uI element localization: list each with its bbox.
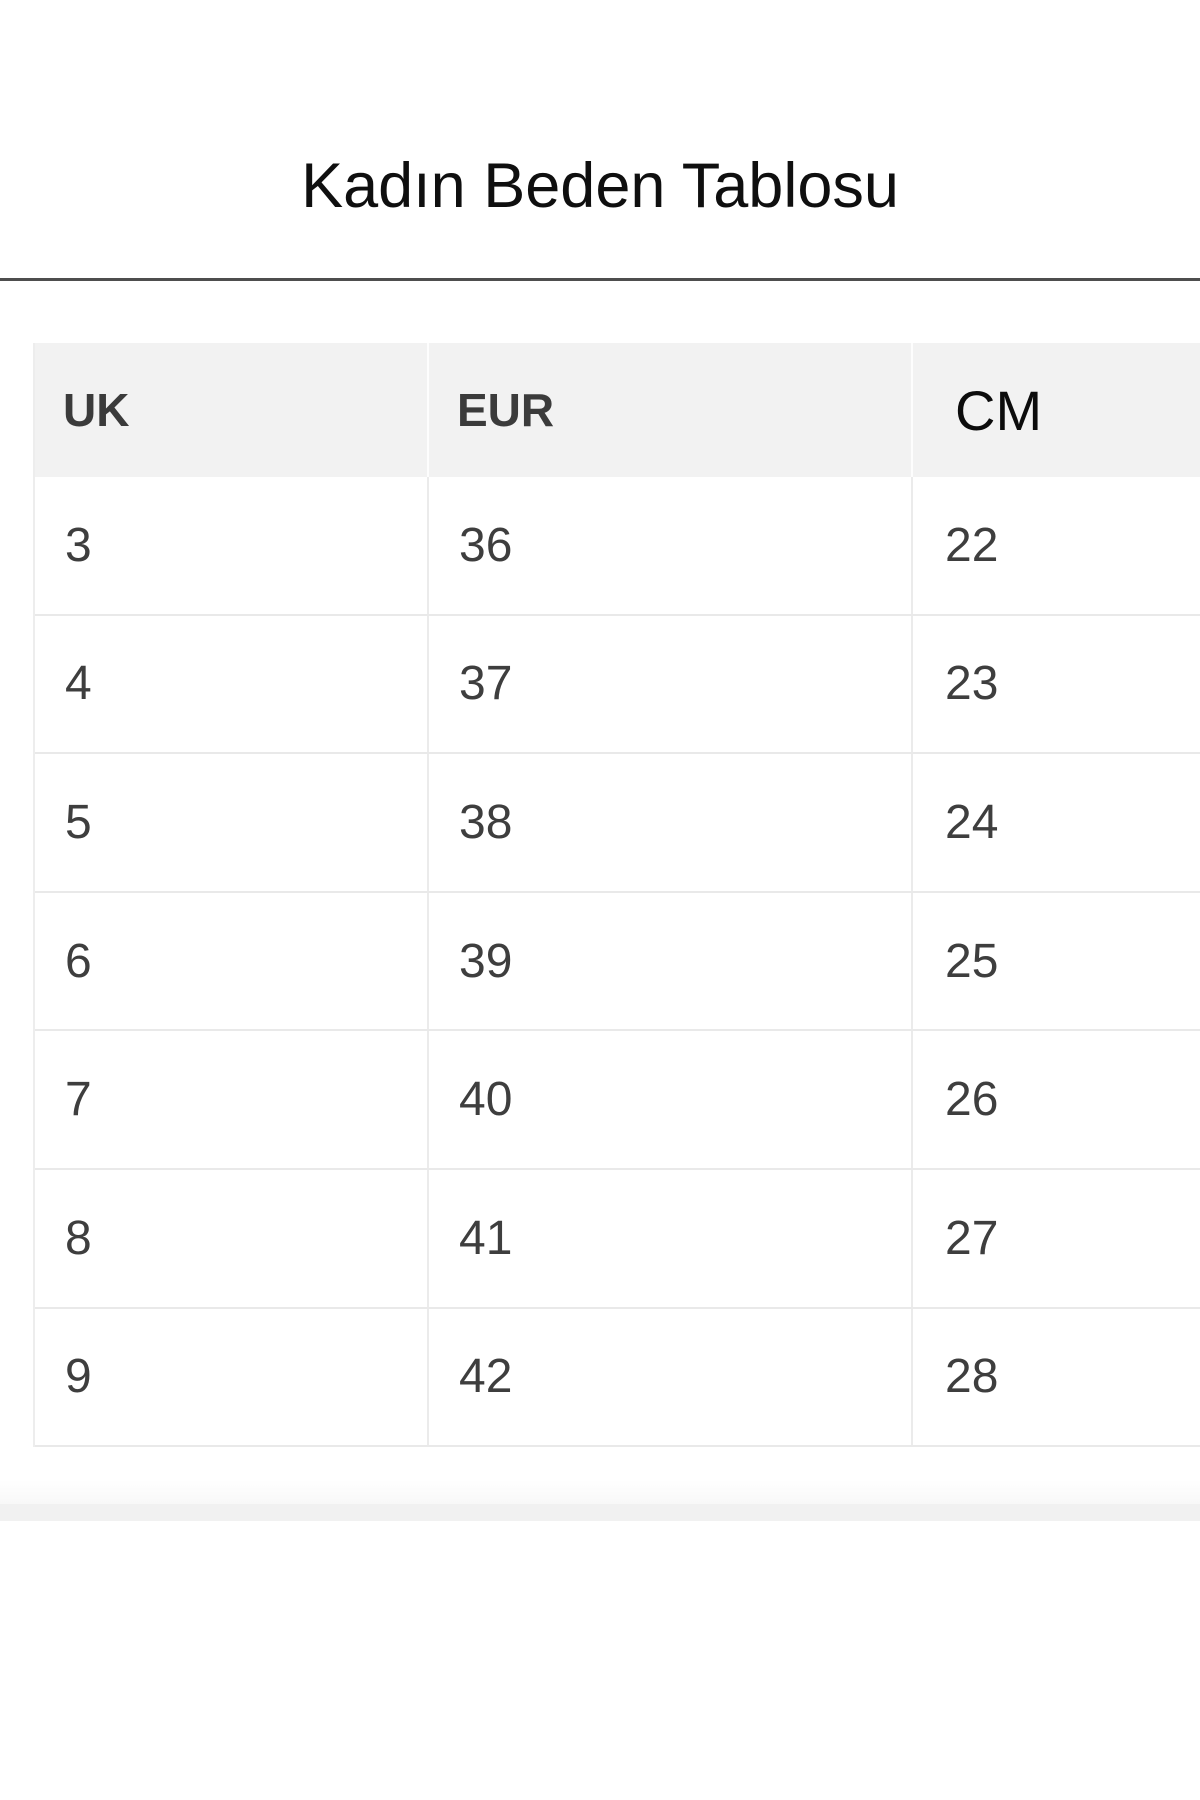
cell-eur: 42 xyxy=(429,1308,913,1446)
column-header-uk: UK xyxy=(35,343,429,477)
table-header-row: UK EUR CM xyxy=(35,343,1200,477)
cell-eur: 41 xyxy=(429,1169,913,1307)
table-row: 9 42 28 xyxy=(35,1308,1200,1448)
size-table: UK EUR CM 3 36 22 4 37 23 5 38 24 6 39 2… xyxy=(33,343,1200,1448)
cell-cm: 23 xyxy=(945,657,999,711)
bottom-fade xyxy=(0,1480,1200,1504)
cell-cm: 24 xyxy=(945,795,999,849)
cell-uk: 4 xyxy=(35,615,429,753)
table-row: 3 36 22 xyxy=(35,477,1200,616)
page-title: Kadın Beden Tablosu xyxy=(301,151,899,221)
cell-cm: 25 xyxy=(945,934,999,988)
cell-uk: 3 xyxy=(35,477,429,614)
table-row: 7 40 26 xyxy=(35,1031,1200,1170)
cell-uk: 8 xyxy=(35,1169,429,1307)
column-header-cm: CM xyxy=(955,378,1043,442)
table-row: 6 39 25 xyxy=(35,892,1200,1032)
table-row: 8 41 27 xyxy=(35,1169,1200,1309)
title-divider-rule xyxy=(0,278,1200,281)
cell-uk: 6 xyxy=(35,892,429,1030)
cell-eur: 37 xyxy=(429,615,913,753)
cell-cm: 26 xyxy=(945,1073,999,1127)
cell-eur: 36 xyxy=(429,477,913,614)
cell-cm: 28 xyxy=(945,1350,999,1404)
cell-eur: 38 xyxy=(429,754,913,891)
bottom-divider-strip xyxy=(0,1504,1200,1521)
table-row: 4 37 23 xyxy=(35,615,1200,755)
cell-eur: 39 xyxy=(429,892,913,1030)
column-header-eur: EUR xyxy=(429,343,913,477)
cell-cm: 22 xyxy=(945,518,999,572)
cell-cm: 27 xyxy=(945,1211,999,1265)
cell-uk: 7 xyxy=(35,1031,429,1168)
cell-uk: 5 xyxy=(35,754,429,891)
cell-eur: 40 xyxy=(429,1031,913,1168)
table-row: 5 38 24 xyxy=(35,754,1200,893)
cell-uk: 9 xyxy=(35,1308,429,1446)
